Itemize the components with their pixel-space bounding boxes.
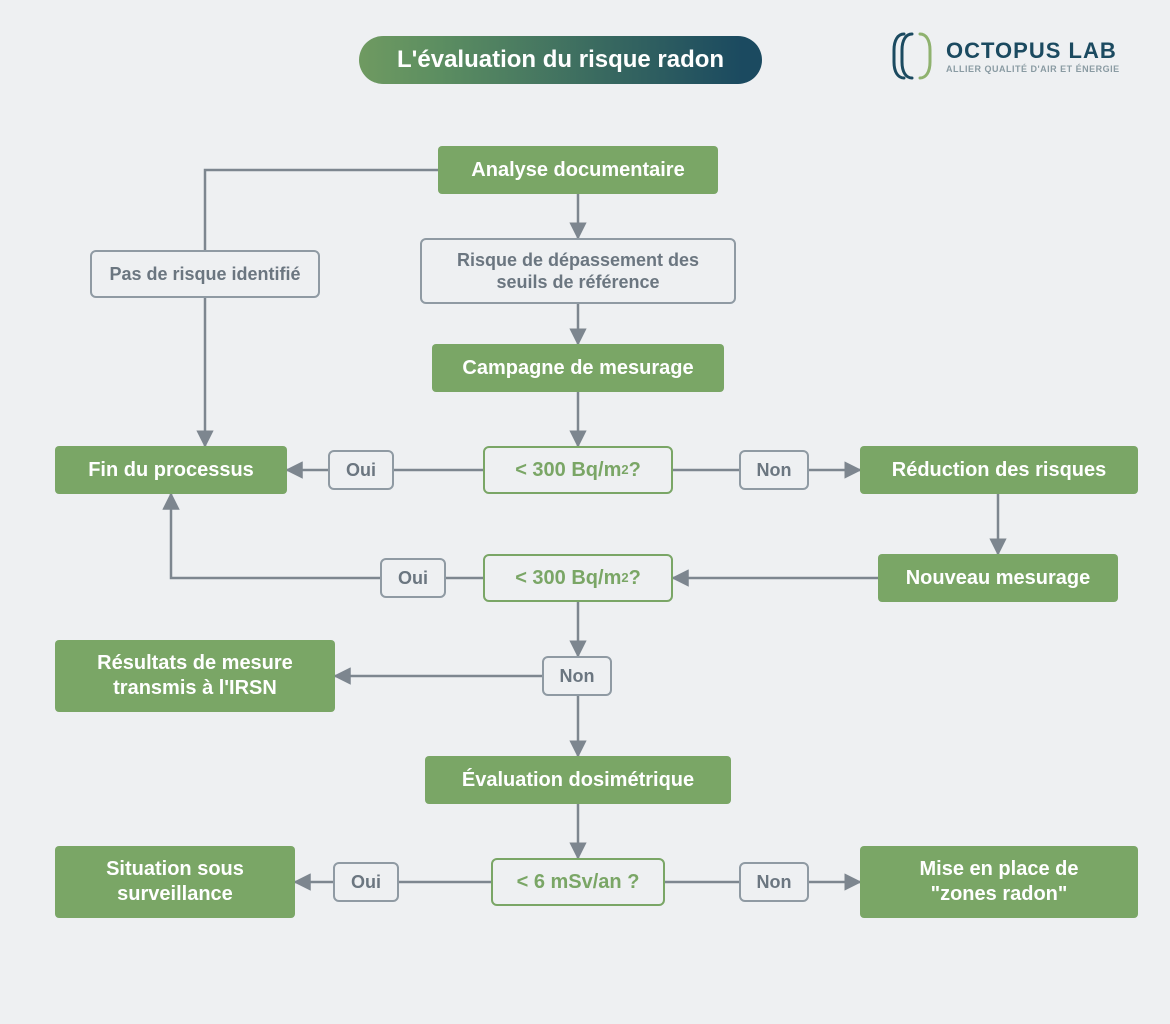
logo-text-sub: ALLIER QUALITÉ D'AIR ET ÉNERGIE xyxy=(946,64,1120,74)
flowchart-node-oui3: Oui xyxy=(333,862,399,902)
flowchart-node-irsn: Résultats de mesuretransmis à l'IRSN xyxy=(55,640,335,712)
flowchart-node-oui2: Oui xyxy=(380,558,446,598)
flowchart-node-pasrisque: Pas de risque identifié xyxy=(90,250,320,298)
flowchart-node-campagne: Campagne de mesurage xyxy=(432,344,724,392)
diagram-title: L'évaluation du risque radon xyxy=(359,36,762,84)
flowchart-node-q1: < 300 Bq/m2 ? xyxy=(483,446,673,494)
flowchart-node-surv: Situation soussurveillance xyxy=(55,846,295,918)
flowchart-node-oui1: Oui xyxy=(328,450,394,490)
flowchart-node-reduction: Réduction des risques xyxy=(860,446,1138,494)
logo-text-main: OCTOPUS LAB xyxy=(946,38,1120,64)
flowchart-edge xyxy=(171,494,380,578)
flowchart-node-analyse: Analyse documentaire xyxy=(438,146,718,194)
flowchart-edge xyxy=(205,170,438,250)
octopus-lab-logo: OCTOPUS LAB ALLIER QUALITÉ D'AIR ET ÉNER… xyxy=(890,28,1120,84)
flowchart-node-risque: Risque de dépassement desseuils de référ… xyxy=(420,238,736,304)
flowchart-node-non2: Non xyxy=(542,656,612,696)
flowchart-node-zones: Mise en place de"zones radon" xyxy=(860,846,1138,918)
flowchart-node-non1: Non xyxy=(739,450,809,490)
octopus-lab-logo-icon xyxy=(890,28,934,84)
flowchart-node-q3: < 6 mSv/an ? xyxy=(491,858,665,906)
flowchart-node-fin: Fin du processus xyxy=(55,446,287,494)
flowchart-node-q2: < 300 Bq/m2 ? xyxy=(483,554,673,602)
flowchart-node-nouveau: Nouveau mesurage xyxy=(878,554,1118,602)
flowchart-node-non3: Non xyxy=(739,862,809,902)
flowchart-node-eval: Évaluation dosimétrique xyxy=(425,756,731,804)
